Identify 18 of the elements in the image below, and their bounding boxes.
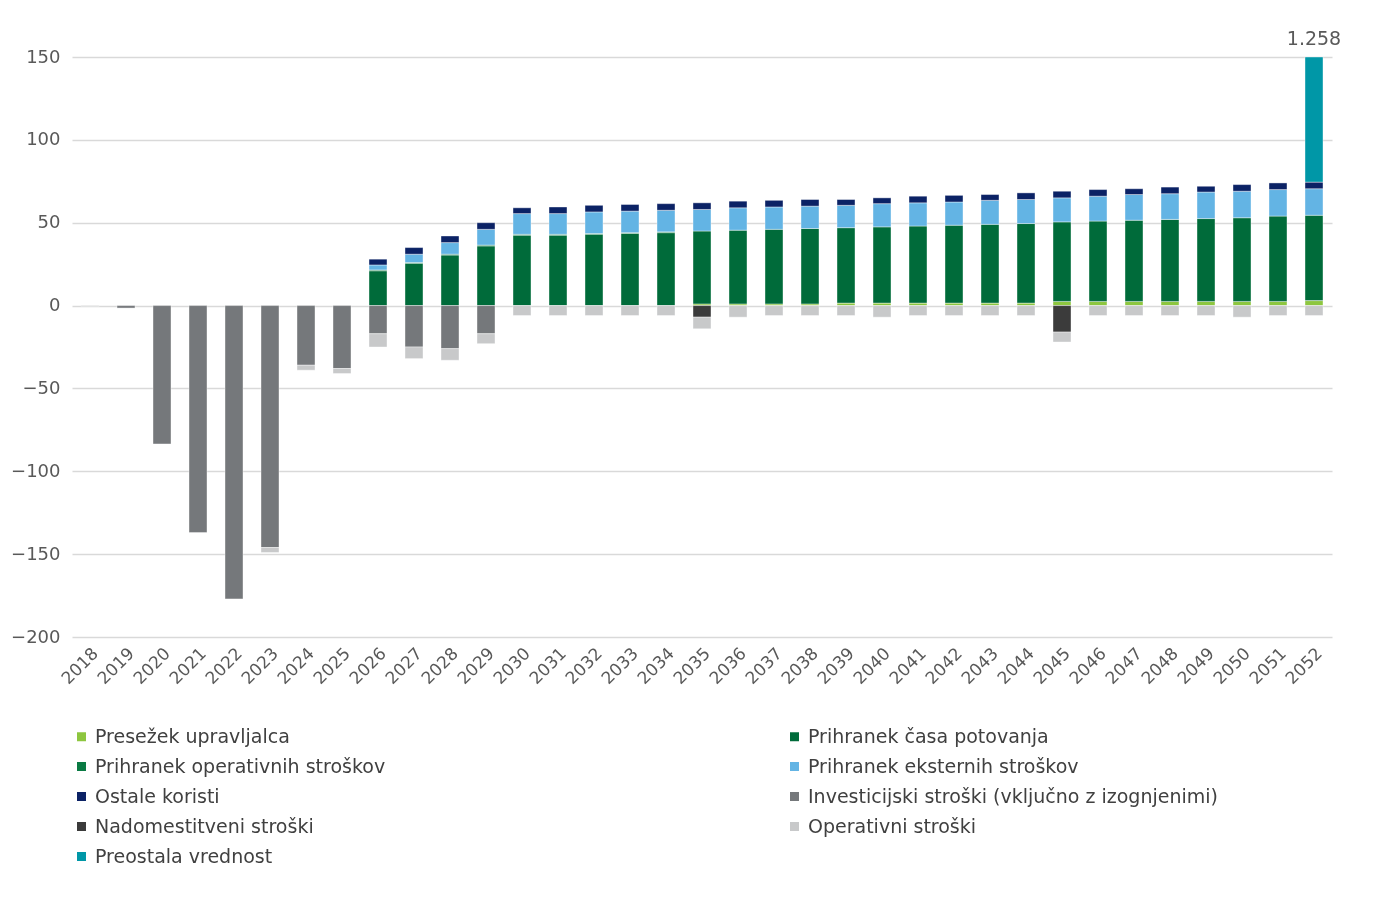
legend-label: Operativni stroški <box>808 814 977 837</box>
legend-label: Preostala vrednost <box>95 844 273 867</box>
y-tick-label: 50 <box>37 211 61 233</box>
y-tick-label: 100 <box>26 128 61 150</box>
y-tick-label: −100 <box>11 459 61 481</box>
legend-label: Ostale koristi <box>95 784 220 807</box>
legend-label: Presežek upravljalca <box>95 724 290 747</box>
y-tick-label: 150 <box>26 45 61 67</box>
legend-label: Nadomestitveni stroški <box>95 814 314 837</box>
legend-label: Prihranek eksternih stroškov <box>808 754 1079 777</box>
y-tick-label: −200 <box>11 625 61 647</box>
legend-label: Investicijski stroški (vključno z izognjenimi) <box>808 784 1218 807</box>
y-tick-label: −50 <box>22 376 61 398</box>
y-tick-label: 0 <box>49 294 61 316</box>
text: 1.258 <box>1286 27 1342 49</box>
legend-label: Prihranek časa potovanja <box>808 724 1049 747</box>
y-tick-label: −150 <box>11 542 61 564</box>
legend-label: Prihranek operativnih stroškov <box>95 754 386 777</box>
